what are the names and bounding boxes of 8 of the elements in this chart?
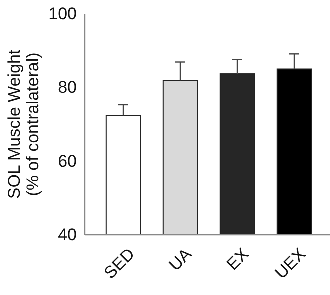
x-tick-label: UA [166, 244, 196, 275]
y-tick-label: 80 [58, 78, 77, 98]
y-tick-label: 60 [58, 152, 77, 171]
y-axis-title: SOL Muscle Weight (% of contralateral) [5, 50, 43, 200]
y-tick-label: 100 [48, 4, 77, 24]
x-tick-label: EX [223, 244, 253, 274]
x-tick-label: SED [100, 244, 139, 283]
y-tick-label: 40 [58, 225, 77, 244]
